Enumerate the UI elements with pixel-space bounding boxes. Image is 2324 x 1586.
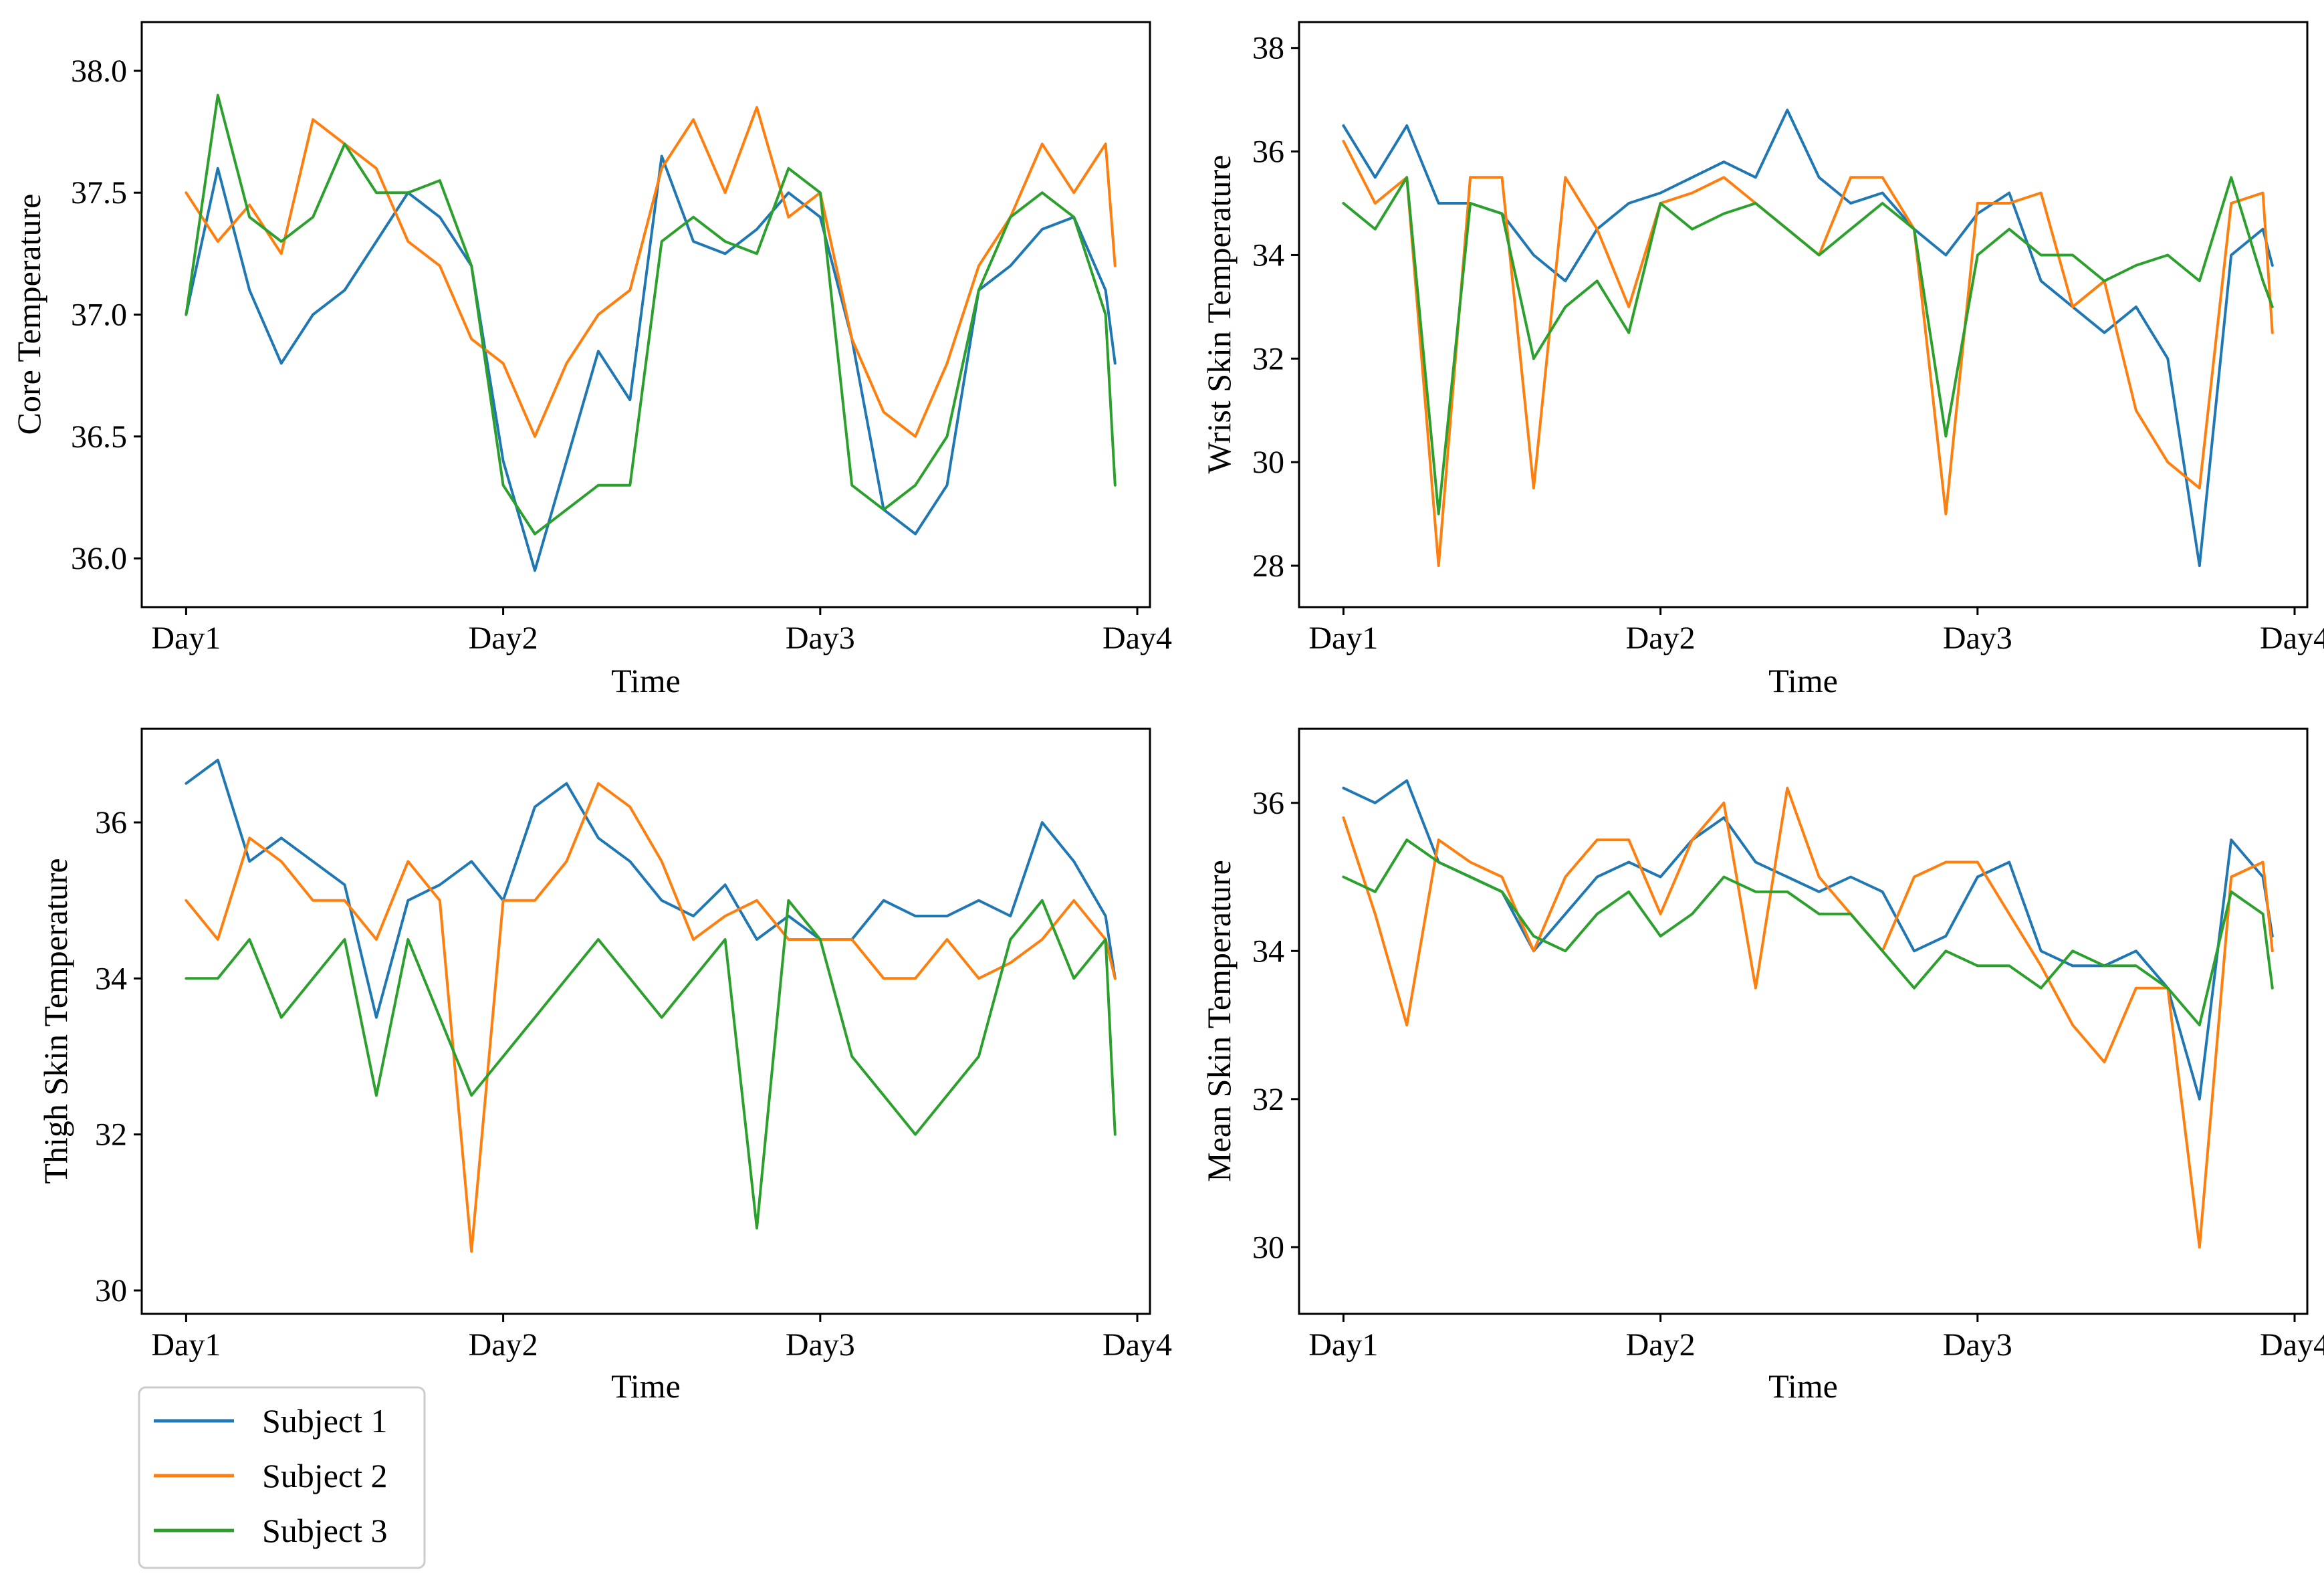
series-line-mean-subject-2 xyxy=(1342,786,2274,1249)
plot-area-wrist xyxy=(1342,108,2274,568)
y-ticks-core: 36.0 36.5 37.0 37.5 38.0 xyxy=(71,53,142,576)
series-line-core-subject-1 xyxy=(185,154,1117,572)
x-tick-label: Day4 xyxy=(2260,1327,2324,1363)
y-tick-label: 34 xyxy=(1252,933,1284,969)
plot-area-thigh xyxy=(185,758,1117,1253)
x-tick-label: Day2 xyxy=(1626,1327,1696,1363)
panel-wrist: 28 30 32 34 36 38 Day1 Day2 Day3 Day4 Time Wrist… xyxy=(1200,21,2324,699)
y-tick-label: 30 xyxy=(1252,1230,1284,1265)
y-tick-label: 36 xyxy=(1252,786,1284,821)
x-tick-label: Day2 xyxy=(469,620,538,656)
x-ticks-core: Day1 Day2 Day3 Day4 xyxy=(151,607,1172,656)
series-line-core-subject-2 xyxy=(185,106,1117,438)
x-tick-label: Day1 xyxy=(1308,1327,1378,1363)
y-tick-label: 36 xyxy=(95,805,127,840)
x-tick-label: Day3 xyxy=(786,1327,855,1363)
y-ticks-wrist: 28 30 32 34 36 38 xyxy=(1252,31,1299,584)
x-tick-label: Day1 xyxy=(151,620,221,656)
y-ticks-thigh: 30 32 34 36 xyxy=(95,805,142,1309)
y-tick-label: 37.5 xyxy=(71,175,127,211)
y-axis-label-wrist: Wrist Skin Temperature xyxy=(1200,155,1238,474)
y-axis-label-core: Core Temperature xyxy=(10,194,47,435)
x-tick-label: Day1 xyxy=(1308,620,1378,656)
y-tick-label: 32 xyxy=(95,1117,127,1153)
y-tick-label: 34 xyxy=(95,961,127,996)
y-tick-label: 36.5 xyxy=(71,419,127,455)
y-tick-label: 30 xyxy=(95,1273,127,1309)
plot-area-mean xyxy=(1342,779,2274,1249)
y-tick-label: 36.0 xyxy=(71,541,127,576)
y-tick-label: 36 xyxy=(1252,134,1284,170)
frame-wrist xyxy=(1298,21,2309,608)
legend-label-subject-2: Subject 2 xyxy=(262,1457,387,1494)
panel-thigh: 30 32 34 36 Day1 Day2 Day3 Day4 Time Thigh Ski… xyxy=(37,727,1172,1405)
frame-core xyxy=(140,21,1151,608)
x-ticks-thigh: Day1 Day2 Day3 Day4 xyxy=(151,1314,1172,1363)
x-tick-label: Day4 xyxy=(1102,1327,1172,1363)
legend-box xyxy=(138,1386,426,1569)
y-tick-label: 34 xyxy=(1252,237,1284,273)
y-tick-label: 38 xyxy=(1252,31,1284,66)
y-tick-label: 28 xyxy=(1252,548,1284,584)
series-line-wrist-subject-2 xyxy=(1342,140,2274,568)
series-line-core-subject-3 xyxy=(185,94,1117,536)
legend-label-subject-1: Subject 1 xyxy=(262,1402,387,1440)
panel-mean: 30 32 34 36 Day1 Day2 Day3 Day4 Time Mean Skin… xyxy=(1200,727,2324,1405)
y-tick-label: 32 xyxy=(1252,1082,1284,1117)
x-tick-label: Day3 xyxy=(1943,1327,2012,1363)
x-tick-label: Day2 xyxy=(1626,620,1696,656)
y-tick-label: 32 xyxy=(1252,341,1284,376)
y-ticks-mean: 30 32 34 36 xyxy=(1252,786,1299,1265)
plot-area-core xyxy=(185,94,1117,572)
x-axis-label-mean: Time xyxy=(1768,1367,1838,1405)
series-line-thigh-subject-3 xyxy=(185,899,1117,1230)
x-tick-label: Day4 xyxy=(2260,620,2324,656)
x-ticks-wrist: Day1 Day2 Day3 Day4 xyxy=(1308,607,2324,656)
frame-thigh xyxy=(140,727,1151,1315)
series-line-mean-subject-3 xyxy=(1342,838,2274,1026)
x-axis-label-thigh: Time xyxy=(611,1367,681,1405)
panel-core: 36.0 36.5 37.0 37.5 38.0 Day1 Day2 Day3 Day4 Ti… xyxy=(10,21,1172,699)
x-tick-label: Day3 xyxy=(786,620,855,656)
frame-mean xyxy=(1298,727,2309,1315)
x-tick-label: Day4 xyxy=(1102,620,1172,656)
x-ticks-mean: Day1 Day2 Day3 Day4 xyxy=(1308,1314,2324,1363)
y-tick-label: 37.0 xyxy=(71,298,127,333)
x-tick-label: Day2 xyxy=(469,1327,538,1363)
y-tick-label: 30 xyxy=(1252,445,1284,480)
legend-label-subject-3: Subject 3 xyxy=(262,1512,387,1549)
y-axis-label-thigh: Thigh Skin Temperature xyxy=(37,858,74,1183)
x-tick-label: Day3 xyxy=(1943,620,2012,656)
y-tick-label: 38.0 xyxy=(71,53,127,89)
legend: Subject 1 Subject 2 Subject 3 xyxy=(138,1386,426,1569)
y-axis-label-mean: Mean Skin Temperature xyxy=(1200,860,1238,1182)
series-line-mean-subject-1 xyxy=(1342,779,2274,1101)
x-axis-label-wrist: Time xyxy=(1768,662,1838,699)
x-tick-label: Day1 xyxy=(151,1327,221,1363)
series-line-thigh-subject-1 xyxy=(185,758,1117,1019)
series-line-wrist-subject-3 xyxy=(1342,176,2274,516)
x-axis-label-core: Time xyxy=(611,662,681,699)
series-line-thigh-subject-2 xyxy=(185,782,1117,1253)
